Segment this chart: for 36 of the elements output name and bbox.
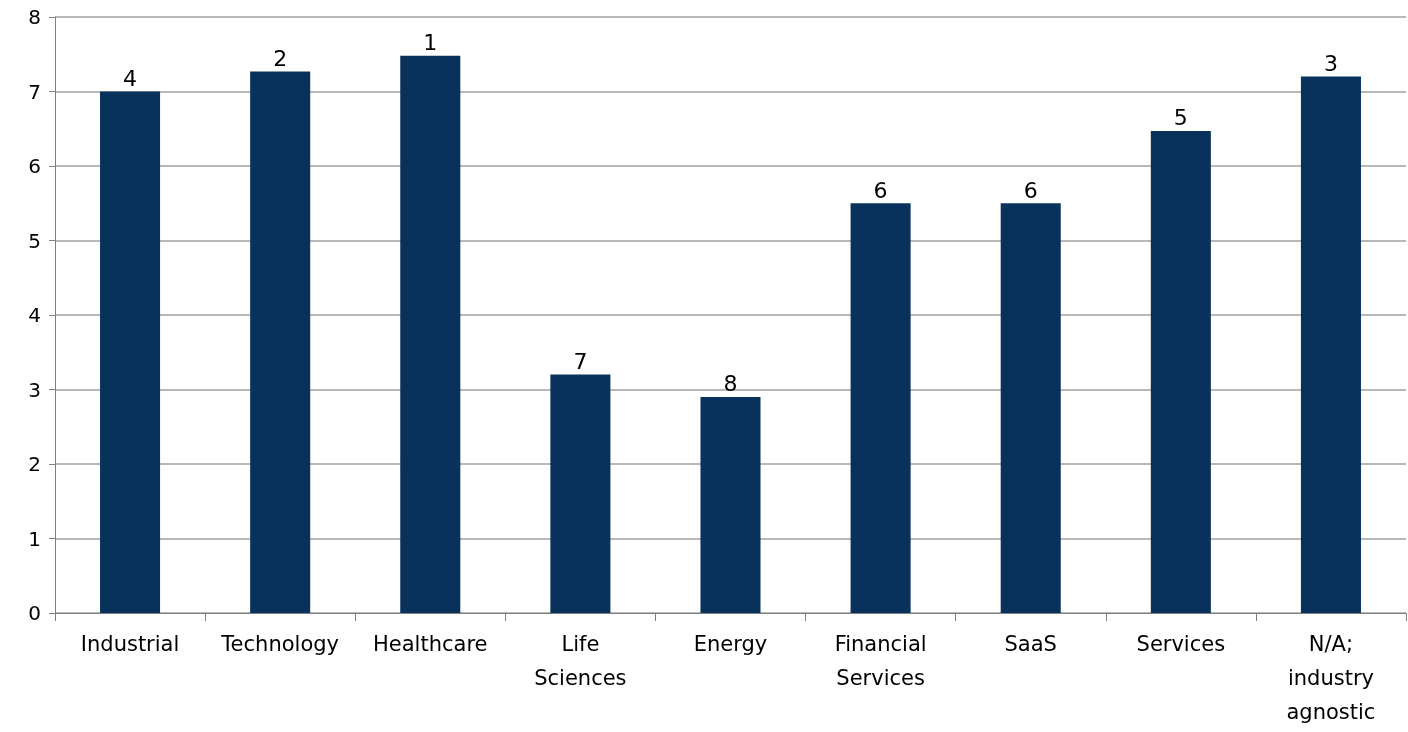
x-tick-label: N/A; industry agnostic xyxy=(1286,632,1376,724)
y-tick-label: 3 xyxy=(28,377,41,402)
bar xyxy=(1000,203,1061,613)
x-tick-label: Industrial xyxy=(80,632,180,656)
y-tick-label: 8 xyxy=(28,5,41,29)
x-tick-label: Energy xyxy=(693,632,768,656)
bar xyxy=(250,71,311,613)
annotation: 7 xyxy=(573,349,588,375)
bar xyxy=(700,396,761,613)
x-tick-label: Services xyxy=(1136,632,1226,656)
annotation: 8 xyxy=(723,371,738,397)
y-tick-label: 1 xyxy=(28,526,41,551)
annotation: 1 xyxy=(423,30,438,56)
annotation: 6 xyxy=(873,177,888,203)
annotation: 6 xyxy=(1023,177,1038,203)
y-tick-label: 6 xyxy=(28,154,41,178)
x-tick-label: Technology xyxy=(220,632,339,656)
x-tick-label: Financial Services xyxy=(834,632,927,690)
annotation: 2 xyxy=(273,45,288,71)
annotation: 3 xyxy=(1323,51,1338,77)
annotation: 4 xyxy=(123,66,138,91)
annotation: 5 xyxy=(1173,105,1188,131)
y-tick-label: 0 xyxy=(28,601,41,625)
y-tick-label: 5 xyxy=(28,228,41,253)
bar xyxy=(100,91,161,613)
y-tick-label: 2 xyxy=(28,452,41,476)
x-tick-label: Healthcare xyxy=(373,632,488,656)
bar xyxy=(550,374,611,613)
y-tick-label: 7 xyxy=(28,79,41,104)
bar xyxy=(1300,76,1361,613)
bar xyxy=(850,203,911,613)
x-tick-label: Life Sciences xyxy=(534,632,627,690)
bar xyxy=(1150,130,1211,613)
bar xyxy=(400,55,461,613)
y-tick-label: 4 xyxy=(28,303,41,327)
x-tick-label: SaaS xyxy=(1004,632,1057,656)
